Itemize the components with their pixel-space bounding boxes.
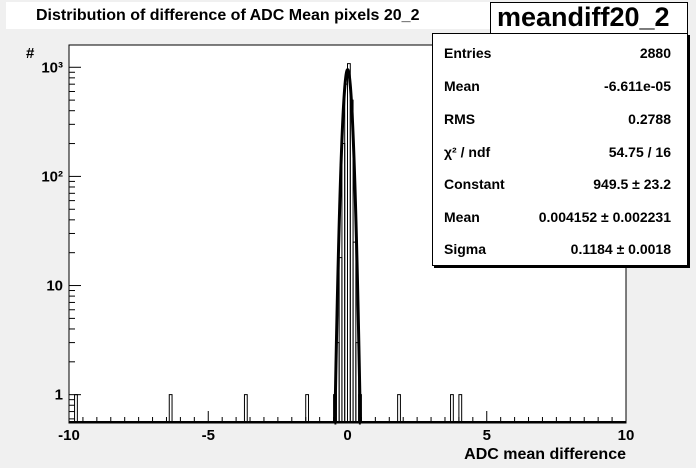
histogram-bar <box>168 394 173 423</box>
stat-label: Constant <box>444 176 505 192</box>
gaussian-fit-curve <box>333 68 362 425</box>
stat-value: 54.75 / 16 <box>608 144 671 160</box>
stat-row-fit-mean: Mean 0.004152 ± 0.002231 <box>433 209 687 233</box>
stat-row-chi2-ndf: χ² / ndf 54.75 / 16 <box>433 144 687 168</box>
x-tick-label: -5 <box>202 427 215 444</box>
histogram-name-box: meandiff20_2 <box>490 2 688 34</box>
y-axis: 1 10 10² 10³ <box>41 59 81 420</box>
stat-value: -6.611e-05 <box>604 78 671 94</box>
y-tick-label: 10² <box>41 168 63 185</box>
histogram-bar <box>397 394 401 423</box>
stat-value: 0.2788 <box>628 111 671 127</box>
histogram-bar <box>243 394 248 423</box>
x-tick-label: 5 <box>483 427 491 444</box>
histogram-bar <box>305 394 310 423</box>
chart-title: Distribution of difference of ADC Mean p… <box>36 7 420 24</box>
x-tick-label: -10 <box>58 427 80 444</box>
histogram-bar <box>458 394 463 423</box>
stats-box: Entries 2880 Mean -6.611e-05 RMS 0.2788 … <box>432 33 688 266</box>
stat-label: Entries <box>444 45 492 61</box>
stat-value: 0.004152 ± 0.002231 <box>538 209 671 225</box>
histogram-bar <box>450 394 454 423</box>
stat-label: χ² / ndf <box>444 144 491 160</box>
y-tick-label: 1 <box>55 387 63 404</box>
stat-value: 949.5 ± 23.2 <box>593 176 671 192</box>
stat-label: Mean <box>444 78 480 94</box>
stat-label: Mean <box>444 209 480 225</box>
stat-row-constant: Constant 949.5 ± 23.2 <box>433 176 687 200</box>
title-box: Distribution of difference of ADC Mean p… <box>6 2 490 29</box>
stat-value: 0.1184 ± 0.0018 <box>570 241 671 257</box>
y-tick-label: 10³ <box>41 59 63 76</box>
y-tick-label: 10 <box>46 278 63 295</box>
x-axis: -10 -5 0 5 10 <box>58 411 634 444</box>
stat-label: RMS <box>444 111 476 127</box>
y-axis-label: # <box>26 45 35 62</box>
stat-label: Sigma <box>444 241 487 257</box>
histogram-name: meandiff20_2 <box>497 2 670 32</box>
stat-row-sigma: Sigma 0.1184 ± 0.0018 <box>433 241 687 265</box>
histogram-bar <box>352 241 357 423</box>
stat-value: 2880 <box>639 45 671 61</box>
x-tick-label: 0 <box>343 427 351 444</box>
x-tick-label: 10 <box>618 427 635 444</box>
stat-row-entries: Entries 2880 <box>433 45 687 69</box>
stat-row-rms: RMS 0.2788 <box>433 111 687 135</box>
x-axis-label: ADC mean difference <box>464 446 626 463</box>
stat-row-mean: Mean -6.611e-05 <box>433 78 687 102</box>
